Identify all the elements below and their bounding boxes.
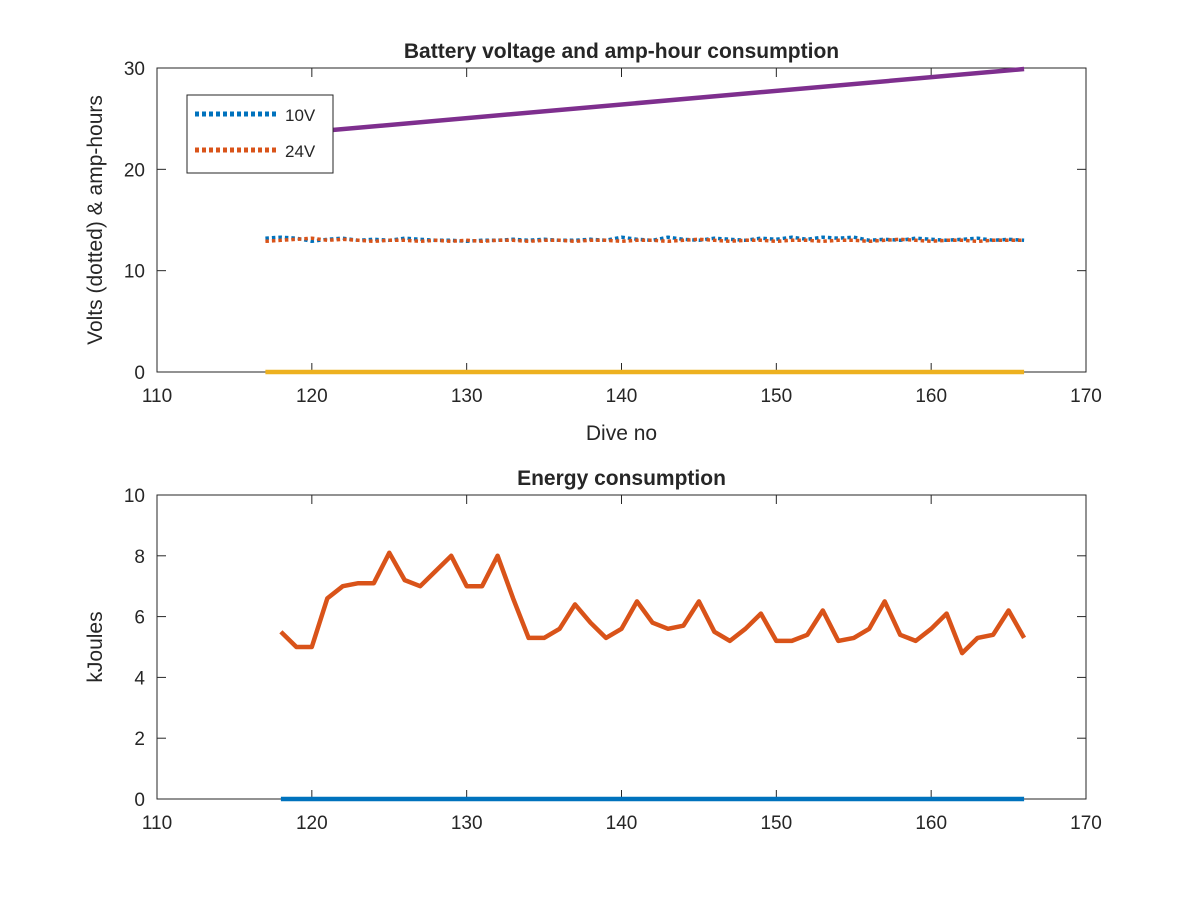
- y-tick-label: 10: [124, 262, 145, 283]
- x-tick-label: 110: [142, 386, 172, 407]
- x-tick-label: 160: [915, 386, 947, 407]
- y-tick-label: 30: [124, 59, 145, 80]
- y-tick-label: 0: [134, 790, 145, 811]
- legend-entry-label: 24V: [285, 142, 316, 161]
- x-tick-label: 170: [1070, 813, 1102, 834]
- series-line-24v: [265, 236, 1025, 244]
- x-tick-label: 140: [606, 386, 638, 407]
- legend-entry-label: 10V: [285, 106, 316, 125]
- legend: 10V 24V: [186, 94, 334, 174]
- chart-title: Battery voltage and amp-hour consumption: [404, 40, 839, 63]
- y-tick-label: 20: [124, 160, 145, 181]
- series-line-0-3: [265, 66, 1025, 139]
- x-axis-label: Dive no: [586, 422, 657, 445]
- chart-title: Energy consumption: [517, 467, 726, 490]
- x-tick-label: 130: [451, 386, 483, 407]
- y-axis-label: kJoules: [84, 611, 107, 682]
- x-tick-label: 130: [451, 813, 483, 834]
- y-axis-label: Volts (dotted) & amp-hours: [84, 95, 107, 345]
- energy-chart: 110 120 130 140 150 160 170 0 2 4 6 8 10 Energy consu…: [84, 467, 1102, 834]
- series-line-1-1: [279, 550, 1027, 656]
- y-tick-label: 10: [124, 486, 145, 507]
- x-tick-label: 140: [606, 813, 638, 834]
- legend-box: [186, 94, 334, 174]
- y-tick-label: 6: [134, 608, 145, 629]
- x-tick-label: 150: [760, 813, 792, 834]
- x-tick-label: 150: [760, 386, 792, 407]
- x-tick-label: 160: [915, 813, 947, 834]
- x-tick-label: 110: [142, 813, 172, 834]
- y-tick-label: 4: [134, 668, 145, 689]
- battery-chart: 110 120 130 140 150 160 170 0 10 20 30 Battery volt…: [84, 40, 1102, 445]
- x-tick-label: 120: [296, 386, 328, 407]
- y-tick-label: 2: [134, 729, 145, 750]
- y-tick-label: 8: [134, 547, 145, 568]
- y-tick-label: 0: [134, 363, 145, 384]
- x-tick-label: 170: [1070, 386, 1102, 407]
- x-tick-label: 120: [296, 813, 328, 834]
